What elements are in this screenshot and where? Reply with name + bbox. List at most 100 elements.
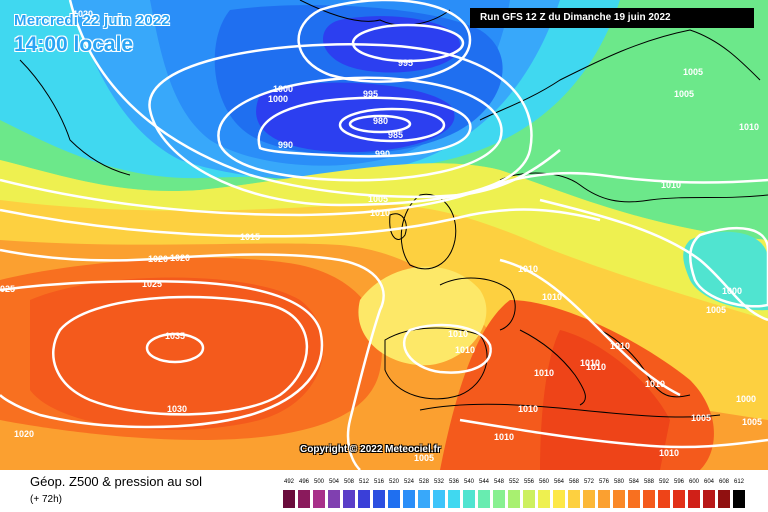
isobar-label: 980 — [373, 116, 388, 126]
scale-tick-label: 536 — [448, 479, 459, 485]
isobar-label: 025 — [0, 284, 15, 294]
isobar-990 — [257, 96, 472, 158]
scale-tick-label: 544 — [478, 479, 489, 485]
isobar-1000 — [148, 43, 533, 207]
isobar-label: 1005 — [683, 67, 703, 77]
scale-tick-label: 496 — [298, 479, 309, 485]
greenland-coast — [19, 59, 131, 176]
isobar-1005 — [68, 0, 561, 199]
scale-tick-label: 572 — [583, 479, 594, 485]
isobar-1030 — [52, 295, 309, 416]
ireland-coast — [389, 213, 407, 240]
scale-swatch — [643, 490, 655, 508]
isobar-label: 1005 — [706, 305, 726, 315]
scale-tick-label: 564 — [553, 479, 564, 485]
scale-tick-label: 512 — [358, 479, 369, 485]
isobar-label: 995 — [398, 58, 413, 68]
model-run-label: Run GFS 12 Z du Dimanche 19 juin 2022 — [470, 8, 754, 28]
scale-swatch — [463, 490, 475, 508]
isobar-label: 1010 — [580, 358, 600, 368]
scale-swatch — [538, 490, 550, 508]
isobar-1010-north — [0, 171, 768, 217]
isobar-1010-iberia — [403, 323, 492, 374]
scale-swatch — [478, 490, 490, 508]
isobar-label: 1010 — [534, 368, 554, 378]
isobar-label: 1000 — [273, 84, 293, 94]
scale-tick-label: 500 — [313, 479, 324, 485]
z500-mediterranean-core — [540, 330, 670, 470]
scale-tick-label: 516 — [373, 479, 384, 485]
z500-low-core-north — [322, 16, 460, 73]
isobar-label: 1010 — [518, 264, 538, 274]
isobars — [0, 0, 768, 470]
scale-swatch — [508, 490, 520, 508]
legend-subtitle: (+ 72h) — [30, 494, 62, 505]
scale-tick-label: 504 — [328, 479, 339, 485]
scale-tick-label: 584 — [628, 479, 639, 485]
isobar-label: 1010 — [661, 180, 681, 190]
isobar-1000-north — [297, 0, 472, 83]
scale-tick-label: 532 — [433, 479, 444, 485]
z500-ridge-red — [30, 277, 324, 430]
scale-swatch — [628, 490, 640, 508]
iberia-coast — [384, 327, 488, 400]
isobar-label: 1025 — [142, 279, 162, 289]
isobar-label: 1000 — [268, 94, 288, 104]
isobar-1010-africa — [459, 418, 768, 449]
isobar-label: 1020 — [14, 429, 34, 439]
scale-swatch — [373, 490, 385, 508]
isobar-label: 1010 — [494, 432, 514, 442]
isobar-label: 1020 — [148, 254, 168, 264]
scale-swatch — [403, 490, 415, 508]
legend-title: Géop. Z500 & pression au sol — [30, 474, 202, 489]
scale-tick-label: 596 — [673, 479, 684, 485]
scale-swatch — [613, 490, 625, 508]
geopotential-map: 995 995 980 985 990 990 1000 1000 1020 1… — [0, 0, 768, 470]
isobar-label: 1000 — [736, 394, 756, 404]
isobar-label: 1010 — [518, 404, 538, 414]
isobar-label: 1005 — [691, 413, 711, 423]
british-isles-coast — [400, 193, 457, 270]
scale-swatch — [433, 490, 445, 508]
scale-tick-label: 580 — [613, 479, 624, 485]
france-west-coast — [439, 277, 516, 331]
isobar-label: 985 — [388, 130, 403, 140]
scale-swatch — [493, 490, 505, 508]
scale-tick-label: 556 — [523, 479, 534, 485]
scale-swatch — [583, 490, 595, 508]
isobar-label: 1010 — [586, 362, 606, 372]
scale-swatch — [343, 490, 355, 508]
isobar-1025 — [0, 280, 324, 429]
scale-swatch — [388, 490, 400, 508]
isobar-980 — [348, 114, 412, 134]
scale-tick-label: 576 — [598, 479, 609, 485]
forecast-time: 14:00 locale — [14, 33, 134, 56]
scale-swatch — [418, 490, 430, 508]
isobar-label: 1005 — [368, 194, 388, 204]
isobar-label: 1010 — [542, 292, 562, 302]
scale-swatch — [703, 490, 715, 508]
scale-tick-label: 524 — [403, 479, 414, 485]
scale-tick-label: 588 — [643, 479, 654, 485]
isobar-label: 1010 — [645, 379, 665, 389]
isobar-label: 990 — [375, 149, 390, 159]
scandinavia-coast — [479, 29, 761, 121]
isobar-label: 1000 — [722, 286, 742, 296]
scale-swatch — [688, 490, 700, 508]
scale-tick-label: 520 — [388, 479, 399, 485]
isobar-label: 1010 — [739, 122, 759, 132]
scale-tick-label: 492 — [283, 479, 294, 485]
scale-swatch — [598, 490, 610, 508]
scale-swatch — [298, 490, 310, 508]
isobar-label: 1010 — [659, 448, 679, 458]
isobar-label: 1010 — [370, 208, 390, 218]
z500-band-yellow — [0, 160, 768, 320]
isobar-label: 1010 — [610, 341, 630, 351]
scale-swatch — [553, 490, 565, 508]
scale-swatch — [313, 490, 325, 508]
scale-tick-label: 592 — [658, 479, 669, 485]
north-africa-coast — [419, 403, 721, 418]
scale-tick-label: 528 — [418, 479, 429, 485]
isobar-label: 1010 — [448, 329, 468, 339]
